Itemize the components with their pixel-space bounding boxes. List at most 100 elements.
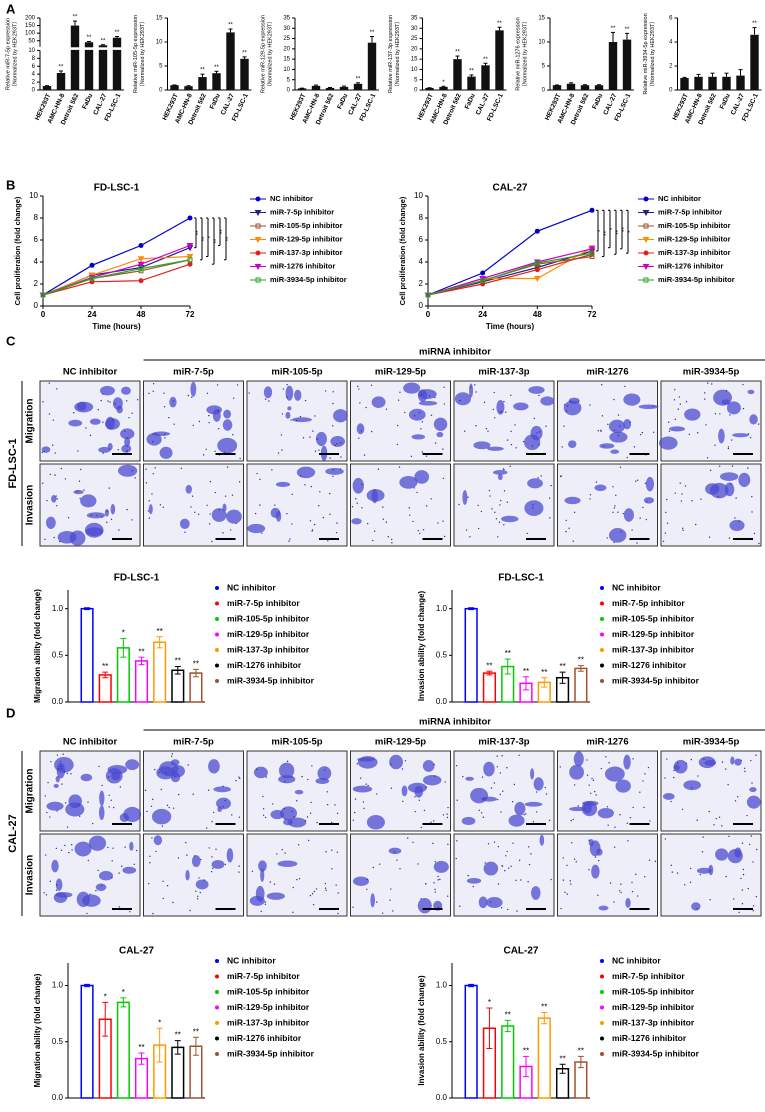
- cell-cluster: [124, 436, 131, 447]
- micrograph: [350, 463, 451, 547]
- cell-cluster: [110, 503, 116, 515]
- row-label: Migration: [25, 399, 36, 444]
- y-axis-label: Cell proliferation (fold change): [13, 196, 22, 305]
- cell-dot: [259, 478, 261, 481]
- cell-dot: [63, 771, 66, 773]
- y-tick-label: 100: [25, 31, 36, 37]
- cell-dot: [563, 425, 565, 427]
- cell-dot: [702, 836, 704, 838]
- cell-cluster: [418, 400, 438, 406]
- cell-dot: [647, 766, 650, 769]
- cell-cluster: [195, 879, 209, 890]
- cell-cluster: [527, 478, 543, 489]
- significance: **: [200, 68, 205, 74]
- cell-dot: [444, 781, 446, 783]
- cell-dot: [202, 454, 205, 456]
- cell-dot: [752, 910, 754, 912]
- cell-dot: [268, 400, 270, 402]
- bar: [574, 667, 588, 703]
- cell-cluster: [51, 859, 59, 873]
- cell-dot: [229, 529, 232, 531]
- cell-dot: [284, 852, 286, 854]
- cell-dot: [191, 396, 193, 398]
- y-tick-label: 0.5: [436, 650, 448, 659]
- column-label: miR-105-5p: [271, 367, 322, 378]
- legend-label: miR-3934-5p inhibitor: [612, 675, 700, 685]
- cell-dot: [332, 475, 334, 478]
- cell-dot: [622, 512, 624, 515]
- cell-dot: [413, 415, 416, 417]
- cell-dot: [515, 879, 517, 882]
- cell-dot: [520, 879, 522, 881]
- cell-dot: [588, 839, 590, 841]
- legend-label: miR-7-5p inhibitor: [227, 598, 300, 608]
- cell-dot: [665, 511, 667, 514]
- significance: **: [483, 57, 488, 63]
- cell-dot: [605, 756, 607, 758]
- y-tick-label: 0: [287, 88, 291, 94]
- cell-dot: [742, 383, 744, 386]
- x-tick-label: 72: [186, 310, 195, 319]
- cell-dot: [212, 811, 215, 814]
- cell-dot: [111, 877, 113, 879]
- cell-dot: [595, 481, 598, 483]
- cell-dot: [306, 816, 309, 818]
- cell-dot: [636, 895, 639, 897]
- cell-dot: [715, 817, 718, 820]
- bar: [622, 39, 632, 90]
- bar: [464, 984, 478, 1099]
- chart-title: CAL-27: [503, 946, 538, 957]
- y-tick-label: 10: [283, 67, 290, 73]
- legend-marker: [215, 959, 219, 963]
- cell-dot: [324, 390, 327, 392]
- cell-dot: [531, 445, 534, 447]
- cell-dot: [61, 783, 63, 785]
- cell-dot: [382, 518, 385, 520]
- cell-dot: [195, 890, 197, 892]
- cell-dot: [372, 866, 375, 869]
- cell-cluster: [462, 490, 468, 505]
- cell-cluster: [588, 839, 594, 847]
- cell-dot: [507, 867, 510, 869]
- cell-dot: [286, 383, 288, 386]
- cell-dot: [291, 523, 293, 525]
- cell-dot: [64, 844, 66, 847]
- cell-dot: [337, 892, 339, 894]
- cell-dot: [297, 844, 300, 846]
- cell-dot: [485, 427, 488, 430]
- cell-dot: [690, 758, 693, 761]
- point: [137, 256, 145, 263]
- cell-dot: [311, 893, 314, 895]
- cell-cluster: [285, 385, 294, 401]
- y-tick-label: 10: [538, 40, 545, 46]
- bar: [325, 87, 335, 90]
- cell-dot: [302, 437, 305, 439]
- legend-label: miR-3934-5p inhibitor: [612, 1048, 700, 1058]
- cell-dot: [190, 506, 192, 508]
- cell-dot: [420, 394, 423, 396]
- point: [254, 210, 262, 217]
- cell-dot: [434, 442, 437, 444]
- cell-dot: [236, 384, 239, 386]
- cell-dot: [66, 772, 69, 775]
- significance: *: [610, 227, 616, 230]
- cell-dot: [456, 840, 458, 842]
- panel-label: C: [6, 333, 16, 348]
- cell-dot: [566, 864, 568, 867]
- cell-dot: [727, 447, 730, 450]
- cell-dot: [149, 862, 151, 864]
- cell-dot: [310, 485, 313, 488]
- legend-label: miR-105-5p inhibitor: [227, 613, 310, 623]
- cell-dot: [425, 505, 428, 507]
- cell-dot: [87, 859, 90, 862]
- cell-dot: [118, 529, 120, 531]
- cell-dot: [214, 450, 216, 452]
- cell-cluster: [599, 443, 615, 449]
- cell-cluster: [51, 495, 57, 503]
- cell-dot: [727, 446, 730, 448]
- column-label: NC inhibitor: [63, 367, 118, 378]
- bar: [353, 83, 363, 90]
- bar: [240, 58, 249, 90]
- bar: [84, 42, 94, 90]
- cell-dot: [222, 805, 224, 808]
